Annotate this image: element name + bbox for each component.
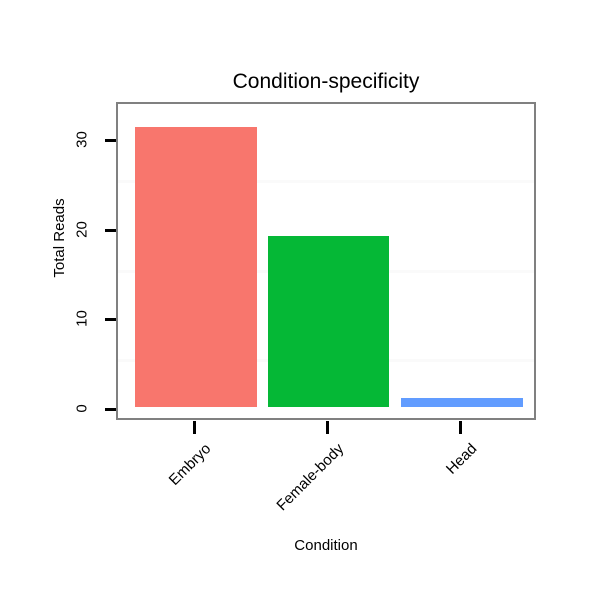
y-tick-label: 20 <box>73 221 91 238</box>
y-tick-label: 0 <box>73 404 91 413</box>
y-tick-mark <box>105 139 116 143</box>
bar-female-body[interactable] <box>268 236 389 407</box>
y-tick-label: 30 <box>73 131 91 149</box>
x-tick-mark <box>326 421 329 434</box>
y-axis-title: Total Reads <box>51 198 68 278</box>
y-tick-label: 10 <box>73 310 91 328</box>
gridline <box>118 180 534 184</box>
y-tick-mark <box>105 318 116 322</box>
x-tick-label-head: Head <box>442 440 481 478</box>
bar-embryo[interactable] <box>135 126 257 407</box>
y-tick-mark <box>105 408 116 411</box>
plot-panel <box>116 102 536 420</box>
x-tick-mark <box>193 421 196 434</box>
x-tick-label-embryo: Embryo <box>165 440 215 489</box>
y-tick-mark <box>105 228 116 232</box>
x-axis-title: Condition <box>294 537 358 554</box>
x-tick-label-female-body: Female-body <box>273 440 348 515</box>
bar-head[interactable] <box>401 398 523 407</box>
chart-title: Condition-specificity <box>232 70 420 93</box>
x-tick-mark <box>459 421 462 434</box>
